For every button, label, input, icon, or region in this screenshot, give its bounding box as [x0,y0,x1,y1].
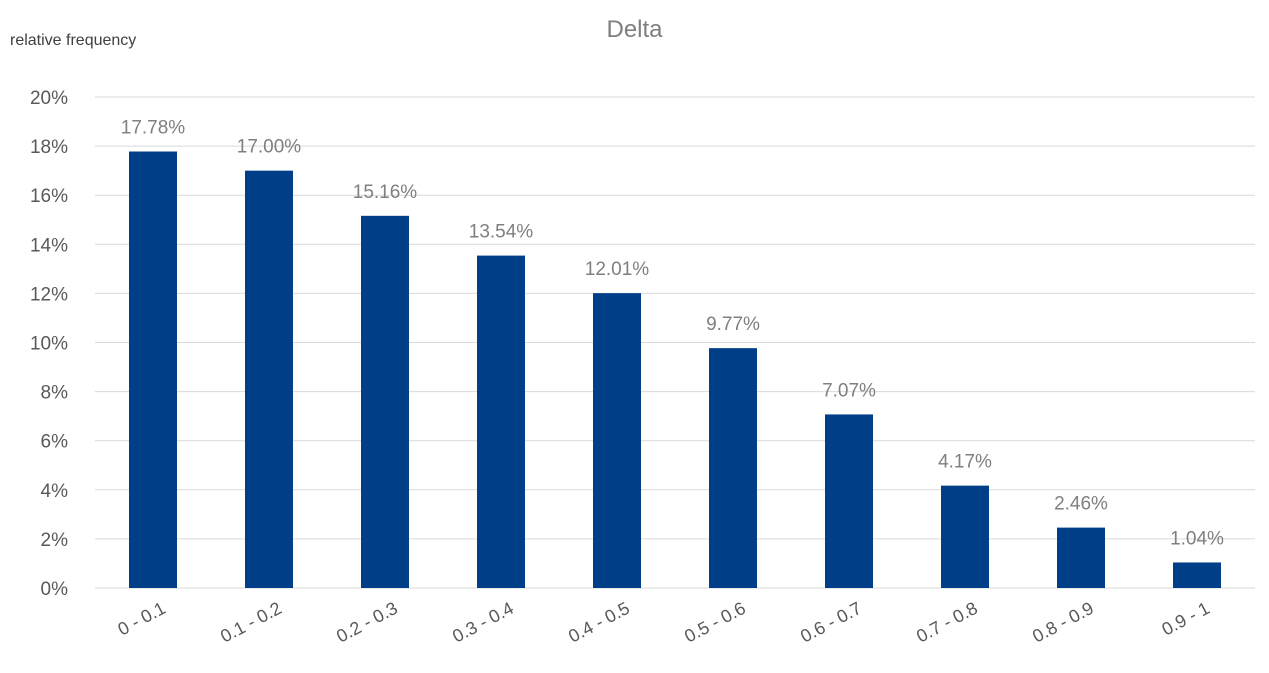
y-tick-label: 16% [30,186,68,207]
data-label: 9.77% [706,314,760,335]
bar [477,255,525,588]
chart-title: Delta [606,16,663,43]
data-label: 15.16% [353,182,418,203]
y-tick-label: 18% [30,137,68,158]
x-tick-label: 0.4 - 0.5 [565,598,633,647]
data-label: 12.01% [585,259,650,280]
data-label: 17.78% [121,118,186,139]
data-label: 4.17% [938,452,992,473]
bar [941,485,989,588]
bar [825,414,873,588]
x-tick-label: 0 - 0.1 [114,598,168,640]
data-label: 1.04% [1170,528,1224,549]
y-tick-label: 8% [41,383,69,404]
data-label: 2.46% [1054,494,1108,515]
y-tick-label: 2% [41,530,69,551]
data-label: 13.54% [469,222,534,243]
bar [129,151,177,588]
y-tick-label: 14% [30,235,68,256]
x-tick-label: 0.6 - 0.7 [797,598,865,647]
bar [1173,562,1221,588]
data-label: 17.00% [237,137,302,158]
data-label: 7.07% [822,380,876,401]
x-tick-label: 0.9 - 1 [1158,598,1212,640]
y-tick-label: 0% [41,579,69,600]
bar [245,170,293,588]
y-tick-label: 4% [41,481,69,502]
bar [1057,527,1105,588]
x-tick-label: 0.5 - 0.6 [681,598,749,647]
bar [593,293,641,588]
bar [361,215,409,588]
x-tick-label: 0.2 - 0.3 [333,598,401,647]
y-tick-label: 10% [30,334,68,355]
x-tick-label: 0.7 - 0.8 [913,598,981,647]
bar [709,348,757,588]
y-axis-label: relative frequency [10,32,137,49]
y-tick-label: 20% [30,88,68,109]
x-tick-label: 0.8 - 0.9 [1029,598,1097,647]
x-tick-label: 0.1 - 0.2 [217,598,285,647]
y-tick-label: 12% [30,284,68,305]
x-tick-label: 0.3 - 0.4 [449,598,517,647]
y-tick-label: 6% [41,432,69,453]
